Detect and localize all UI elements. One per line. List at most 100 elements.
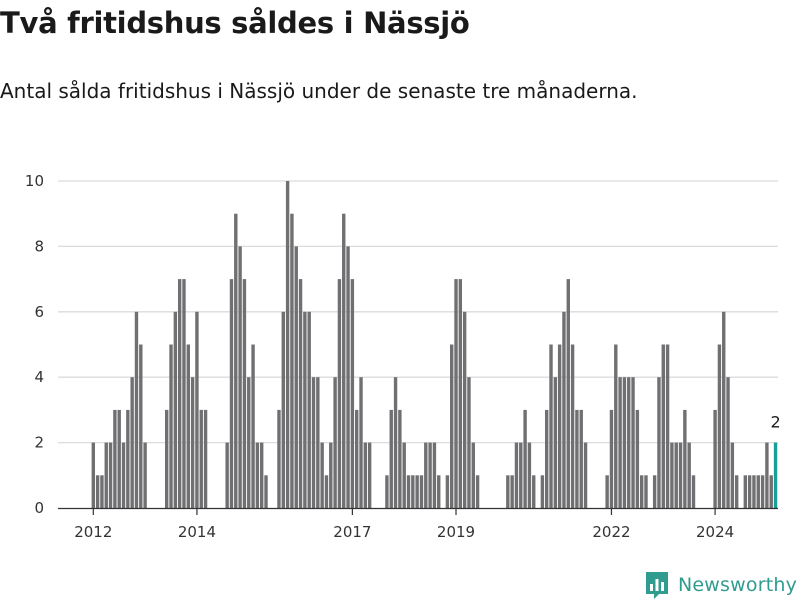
grid-lines: [58, 180, 778, 444]
bar: [177, 279, 182, 508]
x-tick-label: 2014: [178, 523, 216, 541]
y-tick-label: 8: [34, 237, 44, 255]
bar: [186, 344, 190, 508]
bar: [415, 475, 419, 508]
bar: [609, 409, 614, 508]
bar: [363, 442, 368, 508]
bar: [143, 442, 147, 508]
bar: [544, 409, 549, 508]
bar: [104, 442, 108, 508]
bar: [449, 344, 454, 508]
bar: [260, 442, 264, 508]
highlighted-bar: [773, 442, 778, 508]
bars: [91, 181, 778, 508]
bar: [367, 442, 372, 508]
bar: [290, 213, 294, 508]
bar: [393, 377, 398, 508]
brand-name: Newsworthy: [678, 574, 798, 596]
bar: [562, 311, 566, 508]
bar: [173, 311, 178, 508]
bar: [726, 377, 730, 508]
bar: [402, 442, 406, 508]
bar: [307, 311, 311, 508]
bar: [510, 475, 514, 508]
bar: [359, 377, 363, 508]
bar: [627, 377, 631, 508]
bar: [165, 409, 169, 508]
x-tick-label: 2019: [437, 523, 475, 541]
bar: [514, 442, 519, 508]
bar: [281, 311, 285, 508]
bar: [462, 311, 467, 508]
bar: [437, 475, 441, 508]
bar: [285, 181, 290, 508]
bar: [519, 442, 523, 508]
bar: [760, 475, 765, 508]
bar: [652, 475, 657, 508]
bar: [683, 409, 687, 508]
bar: [203, 409, 208, 508]
bar: [428, 442, 432, 508]
bar: [298, 279, 303, 508]
y-axis-tick-labels: 0 2 4 6 8 10: [25, 172, 44, 517]
bar: [91, 442, 95, 508]
bar: [475, 475, 480, 508]
bar: [424, 442, 428, 508]
bar: [411, 475, 415, 508]
bar: [419, 475, 424, 508]
bar: [566, 279, 570, 508]
bar: [303, 311, 307, 508]
bar: [639, 475, 644, 508]
last-value-label: 2: [770, 413, 780, 432]
bar: [406, 475, 411, 508]
x-axis: 2012 2014 2017 2019 2022 2024: [58, 507, 778, 541]
bar: [445, 475, 450, 508]
bar: [691, 475, 696, 508]
bar: [398, 409, 402, 508]
bar: [95, 475, 100, 508]
bar: [687, 442, 691, 508]
bar: [734, 475, 739, 508]
y-tick-label: 4: [34, 368, 44, 386]
bar: [467, 377, 471, 508]
bar: [195, 311, 199, 508]
y-tick-label: 10: [25, 172, 44, 190]
bar: [575, 409, 579, 508]
bar: [540, 475, 545, 508]
bar: [432, 442, 437, 508]
bar: [583, 442, 588, 508]
bar: [385, 475, 389, 508]
x-tick-label: 2017: [333, 523, 371, 541]
bar: [108, 442, 113, 508]
bar: [264, 475, 268, 508]
bar: [134, 311, 139, 508]
bar: [769, 475, 773, 508]
bar: [242, 279, 247, 508]
bar: [342, 213, 346, 508]
bar: [130, 377, 134, 508]
bar: [553, 377, 558, 508]
x-tick-label: 2022: [592, 523, 630, 541]
bar: [277, 409, 281, 508]
y-tick-label: 2: [34, 434, 44, 452]
bar: [255, 442, 260, 508]
bar: [670, 442, 674, 508]
bar: [527, 442, 532, 508]
x-tick-label: 2012: [74, 523, 112, 541]
bar: [557, 344, 562, 508]
newsworthy-brand[interactable]: Newsworthy: [644, 569, 797, 601]
bar: [765, 442, 769, 508]
bar: [523, 409, 527, 508]
bar: [182, 279, 186, 508]
bar: [747, 475, 752, 508]
bar: [644, 475, 648, 508]
bar: [121, 442, 126, 508]
bar: [506, 475, 510, 508]
bar: [622, 377, 627, 508]
bar: [238, 246, 242, 508]
bar: [614, 344, 618, 508]
bar: [730, 442, 735, 508]
bar: [350, 279, 355, 508]
bar: [752, 475, 756, 508]
bar: [605, 475, 609, 508]
